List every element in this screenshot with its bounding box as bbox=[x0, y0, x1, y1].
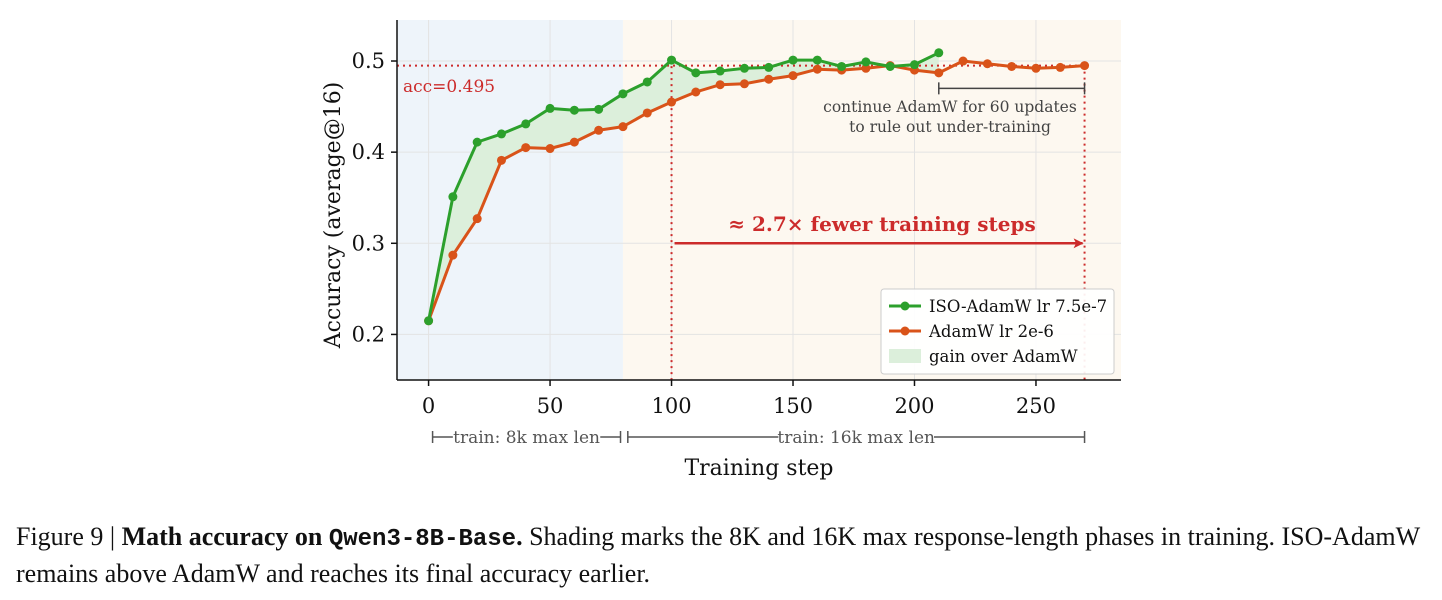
data-point-adamw bbox=[691, 87, 701, 97]
caption-bold: Math accuracy on bbox=[121, 522, 329, 551]
data-point-adamw bbox=[764, 74, 774, 84]
series-line-adamw bbox=[427, 59, 1085, 322]
data-point-adamw bbox=[472, 214, 482, 224]
data-point-iso-adamw bbox=[594, 104, 604, 114]
data-point-adamw bbox=[496, 155, 506, 165]
data-point-iso-adamw bbox=[642, 77, 652, 87]
data-point-adamw bbox=[715, 80, 725, 90]
data-point-adamw bbox=[982, 59, 992, 69]
data-point-adamw bbox=[861, 63, 871, 73]
data-point-iso-adamw bbox=[934, 48, 944, 58]
legend-marker-iso-adamw bbox=[900, 301, 910, 311]
y-tick-label: 0.4 bbox=[352, 140, 385, 164]
data-point-iso-adamw bbox=[788, 55, 798, 65]
data-point-adamw bbox=[594, 125, 604, 135]
data-point-adamw bbox=[569, 137, 579, 147]
data-point-adamw bbox=[642, 108, 652, 118]
figure-caption: Figure 9 | Math accuracy on Qwen3-8B-Bas… bbox=[16, 520, 1436, 591]
data-point-iso-adamw bbox=[909, 60, 919, 70]
data-point-adamw bbox=[1007, 61, 1017, 71]
legend-label-gain: gain over AdamW bbox=[929, 347, 1078, 366]
legend-label-iso-adamw: ISO-AdamW lr 7.5e-7 bbox=[929, 297, 1107, 316]
phase-1-shading bbox=[397, 20, 623, 380]
data-point-iso-adamw bbox=[861, 57, 871, 67]
legend-marker-adamw bbox=[900, 326, 910, 336]
data-point-adamw bbox=[739, 79, 749, 89]
x-tick-label: 200 bbox=[894, 394, 934, 418]
fewer-steps-annotation: ≈ 2.7× fewer training steps bbox=[728, 212, 1035, 236]
data-point-adamw bbox=[618, 122, 628, 132]
data-point-iso-adamw bbox=[812, 55, 822, 65]
legend: ISO-AdamW lr 7.5e-7 AdamW lr 2e-6 gain ove… bbox=[880, 288, 1115, 375]
data-point-adamw bbox=[667, 97, 677, 107]
legend-swatch-gain bbox=[889, 349, 921, 363]
legend-box bbox=[880, 288, 1115, 375]
data-point-adamw bbox=[1031, 63, 1041, 73]
x-tick-label: 150 bbox=[773, 394, 813, 418]
x-tick-label: 0 bbox=[422, 394, 435, 418]
legend-label-adamw: AdamW lr 2e-6 bbox=[928, 322, 1054, 341]
series bbox=[424, 48, 1090, 326]
data-point-adamw bbox=[1055, 62, 1065, 72]
phase-label: train: 16k max len bbox=[777, 428, 935, 448]
data-point-iso-adamw bbox=[739, 63, 749, 73]
data-point-iso-adamw bbox=[618, 89, 628, 99]
data-point-adamw bbox=[521, 143, 531, 153]
data-point-iso-adamw bbox=[667, 55, 677, 65]
x-tick-label: 50 bbox=[537, 394, 564, 418]
data-point-adamw bbox=[934, 68, 944, 78]
y-tick-label: 0.2 bbox=[352, 322, 385, 346]
caption-bold-end: . bbox=[516, 522, 523, 551]
x-tick-label: 250 bbox=[1016, 394, 1056, 418]
data-point-iso-adamw bbox=[448, 192, 458, 202]
caption-prefix: Figure 9 | bbox=[16, 522, 122, 551]
x-tick-label: 100 bbox=[651, 394, 691, 418]
data-point-iso-adamw bbox=[496, 129, 506, 139]
data-point-iso-adamw bbox=[472, 137, 482, 147]
data-point-adamw bbox=[448, 250, 458, 260]
phase-label: train: 8k max len bbox=[453, 428, 600, 448]
data-point-iso-adamw bbox=[715, 66, 725, 76]
data-point-adamw bbox=[812, 64, 822, 74]
acc-annotation-label: acc=0.495 bbox=[403, 77, 495, 97]
axes: 0 50 100 150 200 250 0.2 0.3 0.4 0.5 train: 8k max… bbox=[352, 20, 1121, 448]
caption-text: Shading marks the 8K and 16K max respons… bbox=[16, 522, 1420, 588]
gain-area bbox=[428, 52, 939, 321]
chart: 0 50 100 150 200 250 0.2 0.3 0.4 0.5 train: 8k max… bbox=[321, 20, 1121, 481]
y-tick-label: 0.5 bbox=[352, 49, 385, 73]
gain-fill bbox=[428, 52, 939, 321]
data-point-adamw bbox=[788, 71, 798, 81]
series-line-iso-adamw bbox=[427, 51, 940, 322]
data-point-iso-adamw bbox=[764, 62, 774, 72]
y-axis-label: Accuracy (average@16) bbox=[321, 82, 346, 350]
y-tick-label: 0.3 bbox=[352, 231, 385, 255]
data-point-iso-adamw bbox=[569, 105, 579, 115]
data-point-iso-adamw bbox=[424, 316, 434, 326]
x-axis-label: Training step bbox=[684, 456, 833, 481]
data-point-iso-adamw bbox=[885, 61, 895, 71]
data-point-adamw bbox=[958, 56, 968, 66]
data-point-adamw bbox=[545, 144, 555, 154]
data-point-iso-adamw bbox=[545, 103, 555, 113]
data-point-adamw bbox=[1080, 61, 1090, 71]
data-point-iso-adamw bbox=[691, 68, 701, 78]
caption-model-name: Qwen3-8B-Base bbox=[328, 526, 517, 553]
continue-annotation-line2: to rule out under-training bbox=[849, 118, 1051, 136]
data-point-iso-adamw bbox=[837, 61, 847, 71]
annotations bbox=[397, 60, 1086, 380]
data-point-iso-adamw bbox=[521, 119, 531, 129]
continue-annotation-line1: continue AdamW for 60 updates bbox=[823, 98, 1077, 116]
